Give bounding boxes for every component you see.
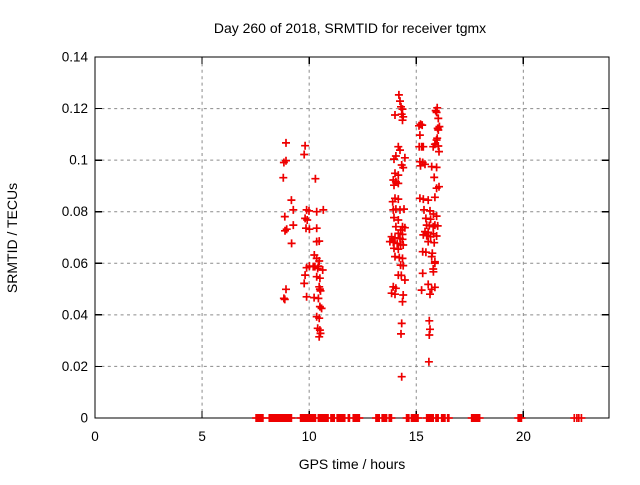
y-tick-label: 0.08 (62, 204, 88, 219)
y-tick-label: 0.12 (62, 101, 88, 116)
y-axis-label: SRMTID / TECUs (4, 183, 20, 293)
y-tick-label: 0.04 (62, 307, 89, 322)
x-tick-label: 20 (516, 429, 531, 444)
y-tick-label: 0.1 (69, 153, 88, 168)
x-tick-label: 10 (302, 429, 317, 444)
x-axis-label: GPS time / hours (299, 456, 406, 472)
axes: 0 5 10 15 20 0 0.02 0.04 0.06 0.08 0.1 0.12 0.14 (62, 50, 610, 444)
y-tick-label: 0.14 (62, 50, 89, 65)
grid (95, 57, 609, 418)
data-points-layer (252, 90, 586, 422)
data-points (252, 90, 586, 422)
x-tick-label: 15 (409, 429, 424, 444)
y-tick-label: 0.06 (62, 256, 88, 271)
plot-border (94, 56, 610, 419)
x-tick-label: 0 (91, 429, 99, 444)
x-tick-label: 5 (198, 429, 206, 444)
y-tick-label: 0.02 (62, 359, 88, 374)
chart-title: Day 260 of 2018, SRMTID for receiver tgm… (214, 20, 486, 36)
y-tick-label: 0 (80, 411, 88, 426)
